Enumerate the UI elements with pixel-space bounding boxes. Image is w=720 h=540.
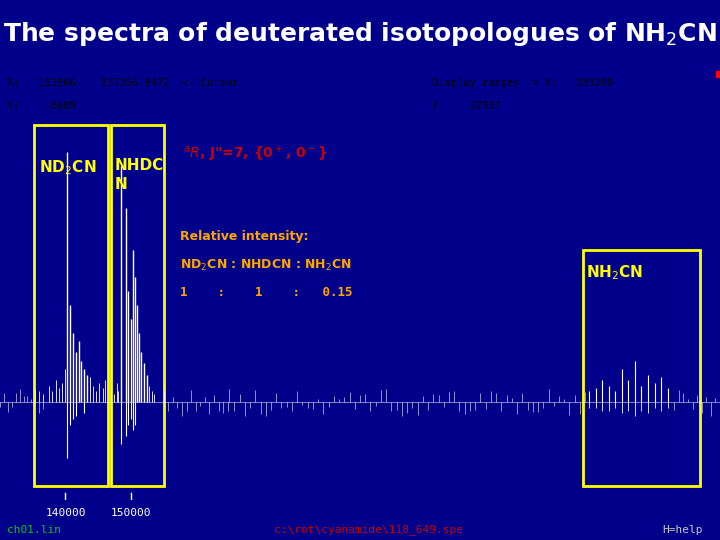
Text: H=help: H=help [662,525,703,535]
Text: X:   193566    137356.8472  <- Cursor: X: 193566 137356.8472 <- Cursor [7,78,238,89]
Text: 140000: 140000 [45,508,86,518]
Text: 150000: 150000 [111,508,151,518]
Text: 1    :    1    :   0.15: 1 : 1 : 0.15 [180,286,353,299]
Text: The spectra of deuterated isotopologues of NH$_2$CN: The spectra of deuterated isotopologues … [3,20,717,48]
Bar [34,125,108,485]
Bar [111,125,163,485]
Bar [582,249,701,485]
Text: Display ranges -> X:   233280: Display ranges -> X: 233280 [432,78,613,89]
Text: Y:    37037: Y: 37037 [432,101,500,111]
Text: c:\rot\cyanamide\118_649.spe: c:\rot\cyanamide\118_649.spe [274,524,463,535]
Text: Relative intensity:: Relative intensity: [180,230,308,243]
Text: ch01.lin: ch01.lin [7,525,61,535]
Text: NH$_2$CN: NH$_2$CN [586,264,643,282]
Text: ND$_2$CN : NHDCN : NH$_2$CN: ND$_2$CN : NHDCN : NH$_2$CN [180,258,351,273]
Text: ND$_2$CN: ND$_2$CN [40,158,96,177]
Text: NHDC
N: NHDC N [114,158,163,192]
Text: $^aR$, J"=7, {0$^+$, 0$^-$}: $^aR$, J"=7, {0$^+$, 0$^-$} [184,144,328,164]
Text: Y:    -8689: Y: -8689 [7,101,76,111]
